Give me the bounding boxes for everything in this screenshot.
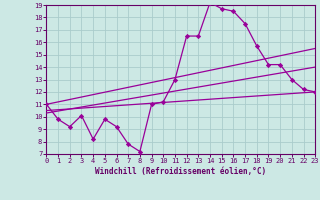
- X-axis label: Windchill (Refroidissement éolien,°C): Windchill (Refroidissement éolien,°C): [95, 167, 266, 176]
